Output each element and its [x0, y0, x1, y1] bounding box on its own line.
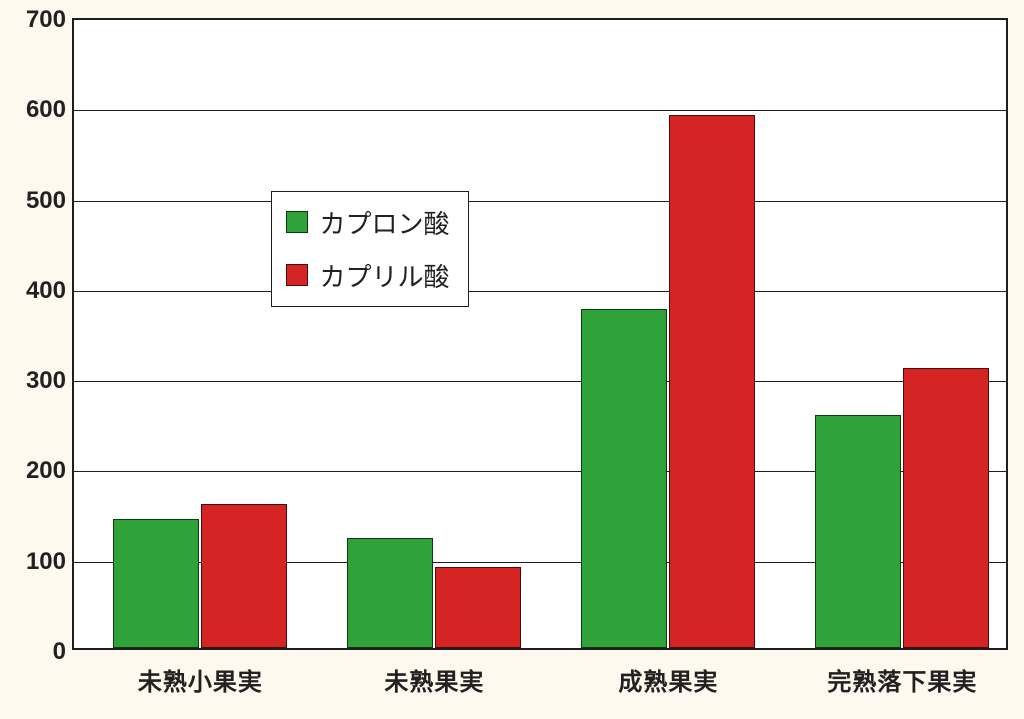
legend: カプロン酸カプリル酸 — [271, 191, 469, 307]
y-tick-label: 700 — [26, 6, 74, 34]
chart-root: 0 100 200 300 400 500 600 700 未熟小果実 未熟果実 成熟果実 完熟落下果… — [0, 0, 1024, 719]
x-tick-label: 未熟小果実 — [138, 648, 263, 697]
plot-area: 0100200300400500600700未熟小果実未熟果実成熟果実完熟落下果… — [72, 18, 1008, 650]
bar — [815, 415, 901, 648]
gridline — [74, 110, 1006, 111]
bar — [581, 309, 667, 648]
bar — [903, 368, 989, 648]
legend-row: カプロン酸 — [286, 204, 450, 241]
legend-row: カプリル酸 — [286, 257, 450, 294]
y-tick-label: 500 — [26, 187, 74, 215]
legend-swatch — [286, 211, 308, 233]
y-tick-label: 200 — [26, 457, 74, 485]
y-tick-label: 300 — [26, 367, 74, 395]
x-tick-label: 成熟果実 — [618, 648, 718, 697]
legend-label: カプリル酸 — [320, 257, 450, 294]
gridline — [74, 291, 1006, 292]
y-tick-label: 0 — [53, 638, 74, 666]
gridline — [74, 381, 1006, 382]
bar — [435, 567, 521, 648]
bar — [347, 538, 433, 648]
bar — [201, 504, 287, 648]
y-tick-label: 100 — [26, 548, 74, 576]
y-tick-label: 600 — [26, 96, 74, 124]
legend-label: カプロン酸 — [320, 204, 450, 241]
bar — [669, 115, 755, 648]
legend-swatch — [286, 264, 308, 286]
x-tick-label: 未熟果実 — [384, 648, 484, 697]
y-tick-label: 400 — [26, 277, 74, 305]
bar — [113, 519, 199, 648]
gridline — [74, 201, 1006, 202]
x-tick-label: 完熟落下果実 — [827, 648, 977, 697]
